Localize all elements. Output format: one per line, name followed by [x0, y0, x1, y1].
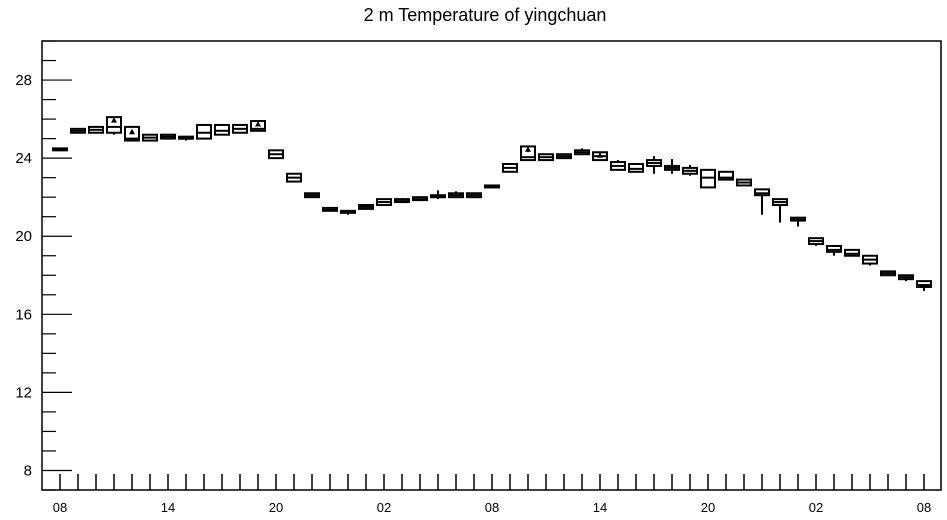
box-plot	[862, 254, 878, 266]
box-plot	[196, 123, 212, 140]
box-mean-marker	[111, 117, 117, 123]
x-tick-label: 20	[701, 500, 715, 515]
box-plot	[808, 237, 824, 246]
box-plot	[574, 148, 590, 156]
y-tick-label: 20	[15, 228, 32, 245]
box-plot	[700, 168, 716, 189]
y-axis: 8 12 16 20 24 28	[15, 40, 72, 491]
box-plot	[340, 209, 356, 215]
y-tick-label: 12	[15, 384, 32, 401]
box-plot	[718, 170, 734, 181]
box-plot	[502, 162, 518, 173]
box-plot	[70, 127, 86, 134]
box-plot	[610, 160, 626, 171]
box-plot	[664, 159, 680, 174]
x-axis: 08 14 20 02 08 14 20 02 08	[53, 474, 931, 515]
box-plot	[448, 191, 464, 199]
box-mean-marker	[525, 146, 531, 152]
box-plot	[844, 248, 860, 257]
box-plot	[250, 120, 266, 132]
box-plot	[826, 244, 842, 256]
y-tick-label: 24	[15, 150, 32, 167]
y-tick-label: 16	[15, 306, 32, 323]
y-tick-label: 28	[15, 72, 32, 89]
x-tick-label: 02	[809, 500, 823, 515]
x-tick-label: 20	[269, 500, 283, 515]
box-plot	[124, 125, 140, 142]
x-tick-label: 08	[53, 500, 67, 515]
box-plot	[430, 190, 446, 200]
box-plot	[916, 280, 932, 291]
box-plot	[538, 153, 554, 162]
box-plot	[160, 133, 176, 140]
box-plot	[592, 151, 608, 162]
x-tick-label: 14	[161, 500, 175, 515]
y-tick-label: 8	[24, 462, 32, 479]
box-plot	[106, 116, 122, 135]
box-plot	[232, 123, 248, 134]
box-plot	[520, 145, 536, 162]
box-plot	[52, 147, 68, 152]
box-plot	[304, 192, 320, 199]
chart-title: 2 m Temperature of yingchuan	[364, 5, 607, 25]
box-plot	[178, 135, 194, 141]
box-mean-marker	[255, 120, 261, 127]
box-plot	[142, 133, 158, 142]
box-plot	[214, 123, 230, 136]
box-mean-marker	[129, 128, 135, 135]
box-plot	[898, 274, 914, 282]
box-plot	[322, 206, 338, 212]
plot-frame	[41, 40, 942, 491]
box-plot	[412, 196, 428, 202]
x-tick-label: 08	[485, 500, 499, 515]
x-tick-label: 14	[593, 500, 607, 515]
box-plot	[682, 164, 698, 176]
box-plot	[358, 203, 374, 210]
box-plot	[790, 216, 806, 227]
box-plot	[772, 198, 788, 223]
box-plot	[646, 156, 662, 174]
box-plot	[466, 192, 482, 199]
box-plot	[376, 198, 392, 206]
box-mean-marker	[597, 152, 603, 158]
x-tick-label: 08	[917, 500, 931, 515]
box-plot	[736, 178, 752, 187]
box-plot	[880, 270, 896, 277]
box-plot	[268, 149, 284, 160]
x-tick-label: 02	[377, 500, 391, 515]
box-plot	[394, 198, 410, 204]
box-series	[52, 116, 932, 291]
box-plot	[286, 172, 302, 183]
box-plot	[628, 162, 644, 173]
box-plot	[556, 153, 572, 160]
box-iqr	[718, 170, 734, 181]
box-plot	[88, 125, 104, 134]
box-plot	[754, 188, 770, 215]
box-plot	[484, 184, 500, 189]
